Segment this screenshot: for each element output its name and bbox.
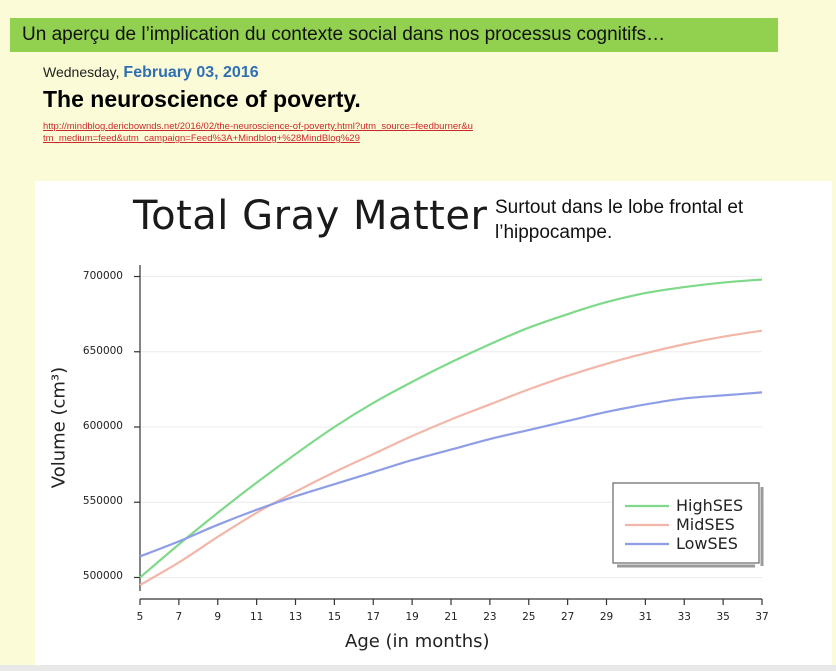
x-tick-label: 19 bbox=[405, 611, 419, 623]
post-date-weekday: Wednesday, bbox=[43, 64, 124, 80]
y-tick-label: 550000 bbox=[82, 495, 123, 508]
y-tick-label: 500000 bbox=[82, 570, 123, 583]
x-tick-label: 15 bbox=[327, 611, 342, 623]
x-tick-label: 23 bbox=[483, 611, 497, 623]
x-tick-label: 11 bbox=[249, 611, 264, 623]
chart-annotation: Surtout dans le lobe frontal et l’hippoc… bbox=[495, 197, 744, 243]
x-tick-label: 17 bbox=[366, 611, 380, 623]
page-banner: Un aperçu de l’implication du contexte s… bbox=[10, 18, 778, 52]
legend-label-midses: MidSES bbox=[676, 515, 735, 534]
legend-label-highses: HighSES bbox=[676, 496, 744, 515]
bottom-strip bbox=[0, 665, 836, 671]
x-tick-label: 33 bbox=[677, 611, 691, 623]
x-tick-label: 13 bbox=[288, 611, 303, 623]
y-tick-label: 700000 bbox=[82, 269, 123, 282]
series-line-lowses bbox=[139, 391, 763, 558]
post-title: The neuroscience of poverty. bbox=[43, 86, 361, 112]
x-tick-label: 9 bbox=[214, 611, 222, 623]
chart-panel: Total Gray Matter Surtout dans le lobe f… bbox=[35, 181, 832, 665]
chart-canvas bbox=[134, 265, 764, 605]
x-tick-label: 25 bbox=[522, 611, 536, 623]
x-tick-label: 5 bbox=[136, 611, 144, 623]
chart-title: Total Gray Matter bbox=[133, 193, 488, 239]
legend-label-lowses: LowSES bbox=[676, 534, 738, 553]
legend-box bbox=[612, 482, 760, 564]
x-tick-label: 37 bbox=[755, 611, 769, 623]
x-axis-label: Age (in months) bbox=[345, 631, 490, 652]
post-date-main: February 03, 2016 bbox=[123, 64, 259, 81]
x-tick-label: 7 bbox=[175, 611, 183, 623]
x-tick-label: 27 bbox=[560, 611, 575, 623]
x-tick-label: 35 bbox=[716, 611, 730, 623]
post-date: Wednesday, February 03, 2016 bbox=[43, 64, 259, 82]
x-tick-label: 31 bbox=[638, 611, 653, 623]
series-line-midses bbox=[139, 329, 763, 586]
post-link[interactable]: http://mindblog.dericbownds.net/2016/02/… bbox=[43, 121, 473, 144]
x-tick-label: 29 bbox=[599, 611, 614, 623]
y-tick-label: 600000 bbox=[82, 420, 123, 432]
y-tick-label: 650000 bbox=[82, 344, 123, 357]
x-tick-label: 21 bbox=[444, 611, 458, 623]
series-line-highses bbox=[139, 278, 763, 579]
